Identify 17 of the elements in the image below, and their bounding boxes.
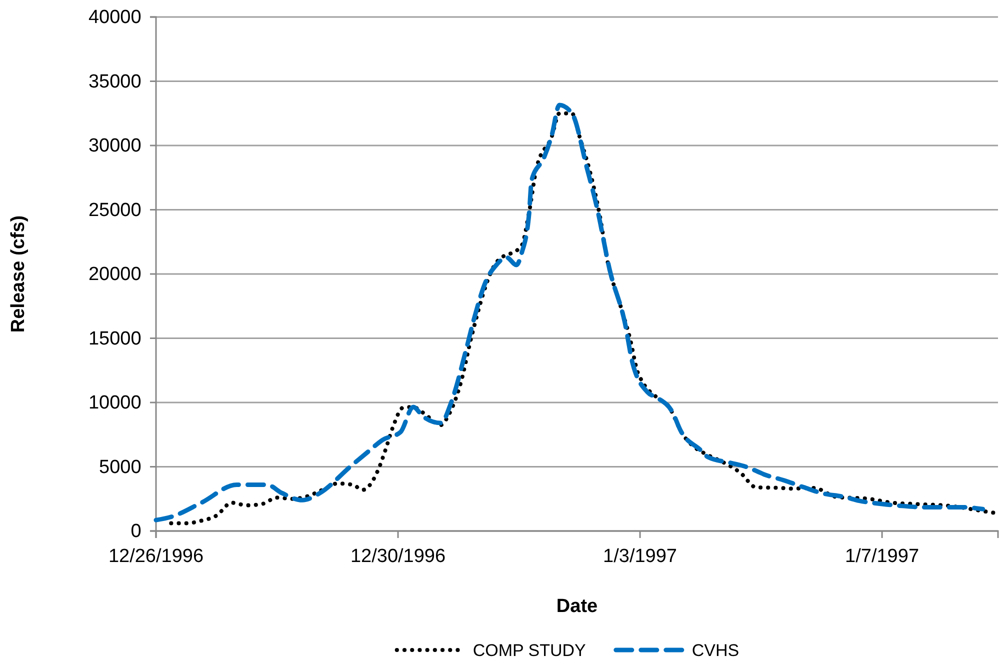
x-axis-title: Date — [556, 596, 598, 617]
y-tick-label: 40000 — [88, 7, 142, 28]
y-tick-label: 10000 — [88, 392, 142, 414]
y-tick-label: 5000 — [99, 456, 142, 478]
y-tick-label: 35000 — [88, 71, 142, 92]
x-tick-label: 1/3/1997 — [603, 546, 678, 567]
y-tick-label: 30000 — [88, 136, 142, 157]
legend-label: COMP STUDY — [472, 641, 586, 660]
x-tick-label: 1/7/1997 — [845, 546, 920, 567]
y-tick-label: 25000 — [88, 200, 142, 221]
x-tick-label: 12/30/1996 — [350, 546, 446, 567]
y-tick-label: 20000 — [88, 264, 142, 286]
y-tick-label: 0 — [130, 521, 142, 542]
y-tick-label: 15000 — [88, 328, 142, 350]
x-tick-label: 12/26/1996 — [108, 546, 204, 567]
y-axis-title: Release (cfs) — [8, 215, 29, 333]
legend-label: CVHS — [692, 641, 740, 660]
